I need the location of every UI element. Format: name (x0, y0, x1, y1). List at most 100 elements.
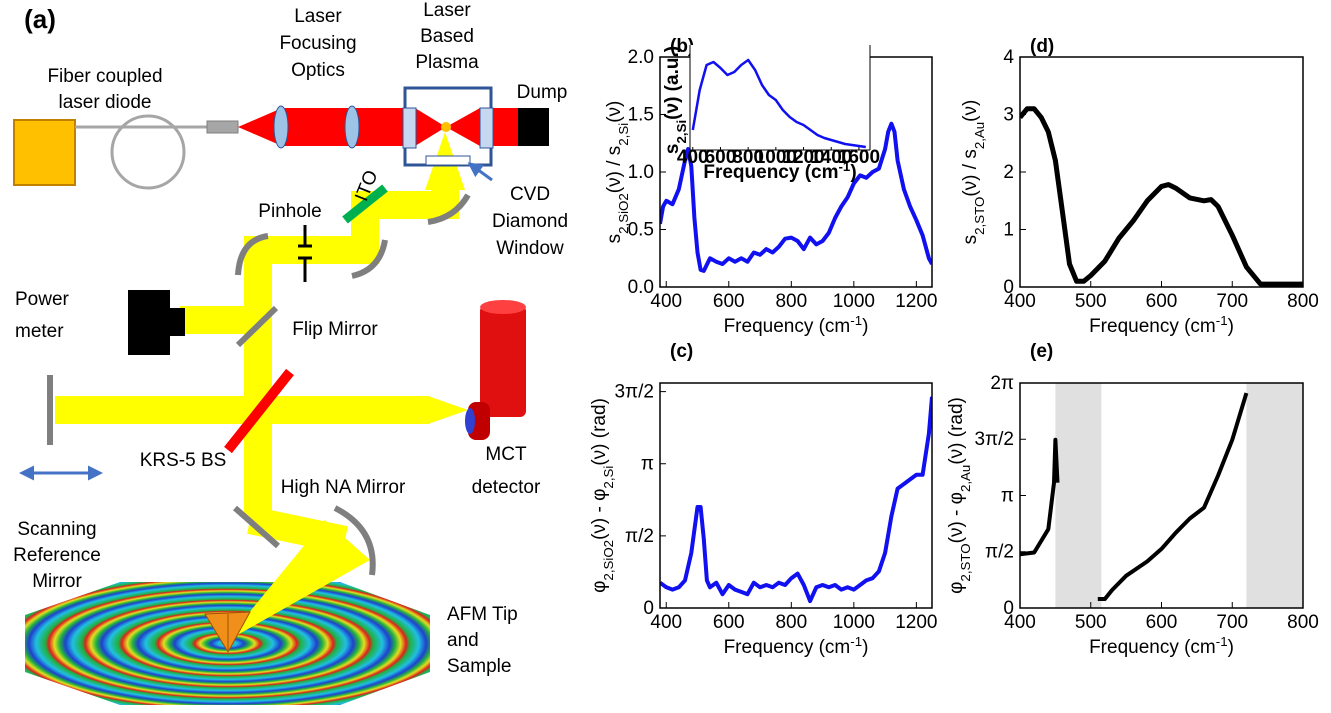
data-line (1020, 106, 1303, 287)
detector-window (465, 408, 475, 434)
x-tick-label: 400 (1004, 291, 1036, 312)
y-tick-label: 4 (1003, 47, 1014, 68)
power-meter (168, 308, 185, 336)
axis-label: s2,STO(ν) / s2,Au(ν) (960, 100, 987, 245)
axis-label: s2,SiO2(ν) / s2,Si(ν) (604, 101, 631, 244)
inset-background (690, 45, 870, 150)
detector (468, 402, 490, 440)
label-part: (ν) (960, 100, 981, 122)
label-line: Pinhole (258, 201, 321, 222)
x-tick-label: 1200 (895, 291, 937, 312)
window (479, 107, 494, 149)
plot-area (1020, 392, 1249, 601)
label-part: (ν) (a.u.) (662, 46, 683, 120)
fiber (110, 114, 186, 190)
plot-frame (1019, 56, 1304, 288)
x-tick-label: 1000 (833, 291, 875, 312)
label-line: Sample (447, 656, 511, 677)
mirror (233, 505, 280, 549)
label-part: 2,Si (674, 120, 689, 144)
beam (225, 520, 370, 642)
panel-label: (b) (670, 36, 694, 57)
chart: 400 500 600 700 800 0 π/2 π 3π/2 2π Frequency (cm-… (946, 341, 1319, 658)
label-part: s (960, 235, 981, 245)
label-line: Fiber coupled (47, 66, 162, 87)
shaded-range (1055, 383, 1102, 608)
label-part: 2,SiO2 (616, 193, 631, 234)
y-tick-label: 3 (1003, 104, 1014, 125)
label-line: laser diode (59, 92, 152, 113)
x-tick-label: 600 (705, 147, 737, 168)
label-line: meter (15, 321, 64, 342)
y-tick-label: 0 (1003, 598, 1014, 619)
arrow (467, 162, 493, 182)
diagram-label: AFM Tip and Sample (447, 604, 518, 677)
label-part: 2,STO (958, 543, 973, 581)
label-part: Frequency (cm (724, 316, 851, 337)
x-tick-label: 600 (1146, 291, 1178, 312)
label-part: ) (862, 637, 868, 658)
lens (273, 105, 289, 149)
x-tick-label: 500 (1075, 612, 1107, 633)
x-tick-label: 800 (1287, 612, 1319, 633)
label-line: KRS-5 BS (140, 450, 227, 471)
label-line: Reference (13, 545, 101, 566)
label-line: Laser (294, 6, 342, 27)
axis-label: φ2,STO(ν) - φ2,Au(ν) (rad) (946, 397, 973, 594)
window (425, 155, 471, 166)
label-line: and (447, 630, 479, 651)
label-part: -1 (850, 313, 862, 328)
detector (480, 305, 526, 417)
y-tick-label: π (1001, 485, 1014, 506)
label-line: Mirror (32, 571, 82, 592)
curved-mirror (427, 193, 471, 225)
dump (518, 108, 549, 146)
axis-label: φ2,SiO2(ν) - φ2,Si(ν) (rad) (589, 398, 616, 593)
panel-label: (c) (670, 341, 693, 362)
axis-label: Frequency (cm-1) (724, 313, 869, 338)
label-part: Frequency (cm (724, 637, 851, 658)
y-tick-label: 3π/2 (974, 429, 1014, 450)
beam (244, 180, 459, 520)
flip-mirror (235, 305, 279, 348)
x-tick-label: 1400 (810, 147, 852, 168)
data-line (1097, 392, 1249, 601)
axis-label: Frequency (cm-1) (1089, 313, 1234, 338)
x-tick-label: 800 (1287, 291, 1319, 312)
label-part: (ν) - φ (946, 492, 967, 543)
x-tick-label: 400 (677, 147, 709, 168)
label-line: Dump (517, 82, 568, 103)
pinhole (298, 225, 312, 282)
label-part: (ν) - φ (589, 489, 610, 540)
x-tick-label: 400 (1004, 612, 1036, 633)
label-part: ) (1228, 637, 1234, 658)
y-tick-label: 2.0 (628, 47, 654, 68)
label-line: Laser (423, 0, 471, 21)
collimator (206, 120, 239, 134)
y-tick-label: 1.5 (628, 104, 654, 125)
y-tick-label: π/2 (625, 526, 654, 547)
diagram-label: Laser Based Plasma (415, 0, 479, 73)
plot-area (660, 396, 932, 604)
axis-label: s2,Si(ν) (a.u.) (662, 46, 689, 154)
x-tick-label: 800 (775, 291, 807, 312)
chart: 400 500 600 700 800 0 1 2 3 4 Frequency (cm-1) s2,S… (960, 36, 1319, 337)
label-line: AFM Tip (447, 604, 518, 625)
label-line: detector (472, 477, 541, 498)
label-line: Flip Mirror (292, 319, 378, 340)
diagram-label: Dump (517, 82, 568, 103)
diagram-label: Scanning Reference Mirror (13, 519, 101, 592)
window (402, 107, 417, 149)
beam (428, 396, 468, 424)
label-line: MCT (485, 444, 527, 465)
label-part: (ν) / s (960, 149, 981, 197)
label-line: Optics (291, 60, 345, 81)
plot-frame (659, 382, 933, 609)
label-part: Frequency (cm (1089, 316, 1216, 337)
curved-mirror (351, 239, 388, 279)
label-part: 2,STO (972, 197, 987, 235)
label-part: ) (850, 162, 856, 183)
plot-area (1020, 106, 1303, 287)
